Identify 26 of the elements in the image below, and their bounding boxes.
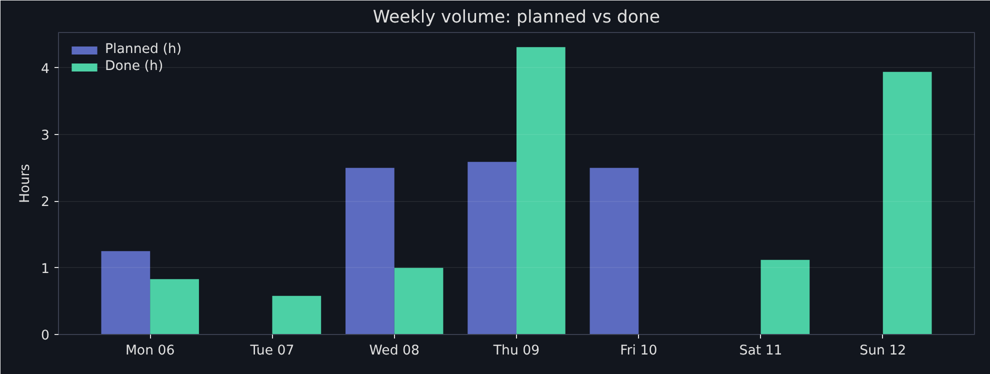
legend-label: Done (h): [105, 59, 164, 74]
y-axis-title: Hours: [18, 164, 34, 204]
y-tick-label: 4: [41, 62, 50, 77]
bar: [882, 72, 932, 334]
x-tick-label: Wed 08: [369, 344, 420, 358]
x-tick-label: Sat 11: [739, 344, 782, 358]
x-tick-label: Sun 12: [860, 344, 906, 358]
bar: [516, 47, 566, 334]
bar: [394, 268, 444, 334]
bar: [272, 296, 322, 334]
x-tick-label: Fri 10: [620, 344, 658, 358]
legend-label: Planned (h): [105, 42, 182, 57]
bar: [101, 251, 150, 334]
y-tick-label: 1: [41, 262, 50, 277]
x-tick-label: Thu 09: [492, 344, 540, 358]
bar: [346, 168, 394, 334]
y-tick-label: 2: [41, 195, 50, 210]
x-tick-label: Mon 06: [125, 344, 175, 358]
bar: [150, 279, 199, 334]
y-tick-label: 3: [41, 128, 50, 144]
chart-title: Weekly volume: planned vs done: [372, 8, 660, 28]
bar: [590, 168, 639, 334]
bar: [760, 260, 810, 334]
y-tick-label: 0: [41, 328, 50, 344]
x-tick-label: Tue 07: [249, 344, 294, 358]
bar: [468, 162, 516, 334]
